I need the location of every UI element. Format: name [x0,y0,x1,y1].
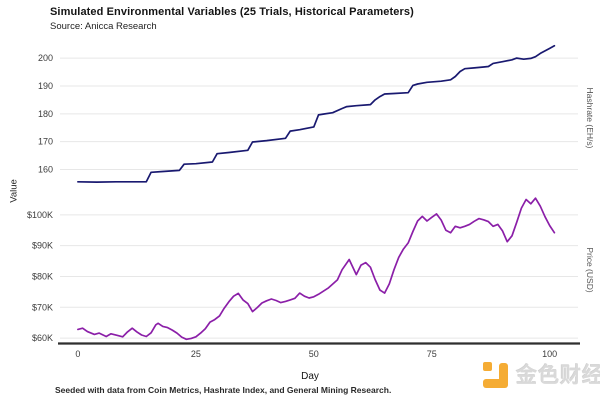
chart-title: Simulated Environmental Variables (25 Tr… [50,6,414,18]
logo-horizontal-bar-shape [483,378,508,388]
x-tick-label: 25 [191,349,201,359]
y-tick-label: 180 [38,109,53,119]
facet-label-hashrate: Hashrate (EH/s) [585,88,595,149]
y-tick-label: 190 [38,81,53,91]
y-tick-label: $90K [32,241,53,251]
y-tick-label: 200 [38,53,53,63]
facet-label-price: Price (USD) [585,247,595,293]
y-tick-label: $60K [32,333,53,343]
x-tick-label: 0 [75,349,80,359]
x-tick-label: 50 [309,349,319,359]
y-tick-label: $70K [32,302,53,312]
y-axis-label: Value [8,179,20,203]
watermark-text: 金色财经 [516,364,600,387]
y-tick-label: 170 [38,137,53,147]
x-tick-label: 100 [542,349,557,359]
watermark-logo: 金色财经 [482,359,600,389]
y-tick-label: 160 [38,165,53,175]
logo-vertical-bar-shape [499,362,508,387]
y-tick-label: $100K [27,210,53,220]
golden-finance-icon [482,361,509,388]
price-line [77,197,556,341]
caption: Seeded with data from Coin Metrics, Hash… [55,385,392,395]
x-axis-label: Day [301,371,319,382]
y-tick-label: $80K [32,271,53,281]
hashrate-line [77,44,556,183]
logo-dot-shape [483,361,492,371]
x-tick-label: 75 [427,349,437,359]
chart-subtitle: Source: Anicca Research [50,21,157,32]
